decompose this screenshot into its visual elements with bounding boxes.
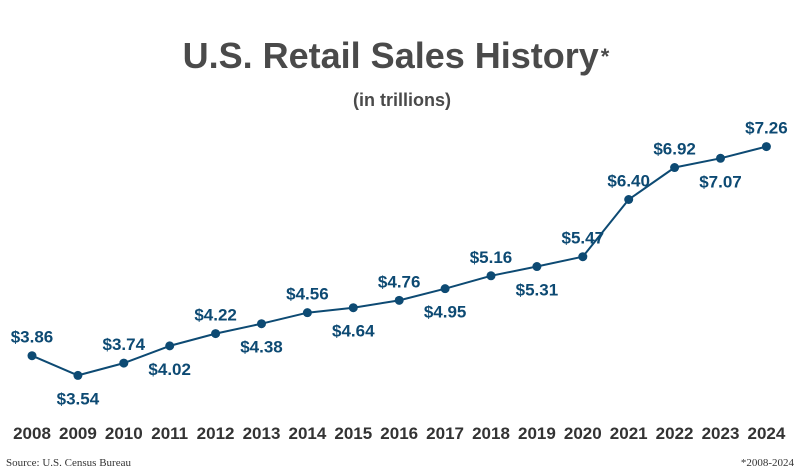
x-tick-label: 2017 [426, 424, 464, 443]
data-label: $4.95 [424, 303, 467, 322]
data-point [624, 195, 634, 204]
x-axis-ticks: 2008 2009 2010 2011 2012 2013 2014 2015 2016 2017… [13, 424, 786, 443]
source-note: Source: U.S. Census Bureau [6, 457, 131, 469]
data-label: $5.47 [562, 229, 605, 248]
data-point [716, 153, 725, 163]
data-point [73, 370, 83, 380]
data-label: $3.54 [57, 389, 100, 408]
chart-title-text: U.S. Retail Sales History [183, 35, 599, 76]
data-point [670, 163, 680, 173]
date-range-note: *2008-2024 [741, 457, 795, 469]
data-label: $6.92 [653, 140, 696, 159]
x-tick-label: 2016 [380, 424, 418, 443]
data-label: $4.38 [240, 338, 283, 357]
data-label: $3.86 [11, 328, 54, 347]
data-label: $4.22 [194, 306, 237, 325]
data-point [27, 351, 37, 361]
data-label: $4.02 [148, 360, 191, 379]
data-label: $4.76 [378, 272, 421, 291]
x-tick-label: 2014 [288, 424, 326, 443]
data-label: $5.31 [516, 281, 559, 300]
data-label: $6.40 [607, 172, 650, 191]
x-tick-label: 2020 [564, 424, 602, 443]
data-point [394, 295, 404, 305]
series-layer: $3.86 $3.54 $3.74$4.02 $4.22$4.38 $4.56$4.64… [11, 119, 788, 409]
x-tick-label: 2019 [518, 424, 556, 443]
data-point [486, 271, 496, 281]
x-tick-label: 2012 [197, 424, 235, 443]
chart-subtitle: (in trillions) [353, 90, 451, 110]
x-tick-label: 2011 [151, 424, 188, 443]
x-tick-label: 2021 [610, 424, 648, 443]
chart-title-asterisk: * [601, 44, 610, 69]
data-label: $4.64 [332, 322, 375, 341]
x-tick-label: 2008 [13, 424, 51, 443]
data-label: $3.74 [103, 335, 146, 354]
x-tick-label: 2022 [656, 424, 694, 443]
data-label: $7.07 [699, 172, 742, 191]
x-tick-label: 2009 [59, 424, 97, 443]
chart-title: U.S. Retail Sales History* [183, 35, 610, 76]
x-tick-label: 2018 [472, 424, 510, 443]
data-point [440, 284, 450, 294]
data-point [119, 358, 129, 368]
data-point [578, 252, 588, 262]
x-tick-label: 2010 [105, 424, 143, 443]
data-label: $5.16 [470, 248, 513, 267]
data-point [165, 341, 175, 351]
data-point [257, 319, 266, 329]
x-tick-label: 2015 [334, 424, 372, 443]
data-point [761, 142, 771, 152]
data-point [348, 303, 358, 313]
data-point [532, 262, 542, 272]
data-point [302, 308, 312, 318]
data-label: $7.26 [745, 119, 788, 138]
x-tick-label: 2024 [747, 424, 785, 443]
x-tick-label: 2023 [702, 424, 740, 443]
data-label: $4.56 [286, 285, 329, 304]
data-point [211, 329, 221, 339]
x-tick-label: 2013 [243, 424, 281, 443]
